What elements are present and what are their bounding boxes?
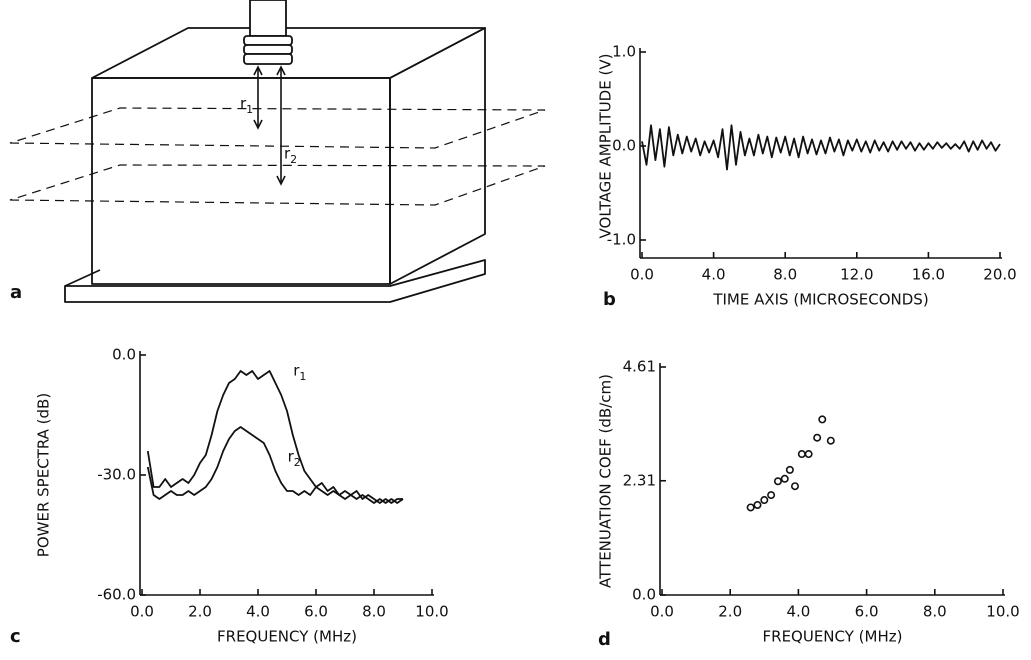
arrow-head <box>276 65 286 76</box>
data-point <box>797 450 806 459</box>
y-axis-title: VOLTAGE AMPLITUDE (V) <box>597 54 615 239</box>
data-point <box>773 477 782 486</box>
x-tick-label: 6.0 <box>855 603 879 621</box>
plane-lower <box>9 164 546 206</box>
data-line <box>146 426 404 504</box>
data-point <box>767 491 776 500</box>
y-tick-label: -1.0 <box>607 231 636 249</box>
x-axis-title: FREQUENCY (MHz) <box>763 628 903 646</box>
y-tick-label: 0.0 <box>632 586 656 604</box>
data-point <box>790 482 799 491</box>
base-plate-edge <box>64 269 101 287</box>
y-tick-label: 2.31 <box>623 471 656 489</box>
x-tick-label: 0.0 <box>130 603 154 621</box>
data-point <box>746 503 755 512</box>
transducer-ring <box>243 53 293 65</box>
transducer-ring <box>243 44 293 55</box>
series-label: r1 <box>293 362 306 384</box>
arrow-head <box>276 175 286 186</box>
data-point <box>818 415 827 424</box>
panel-label: d <box>598 629 611 650</box>
base-plate <box>64 259 486 303</box>
y-axis-title: POWER SPECTRA (dB) <box>35 393 53 557</box>
panel-label: b <box>603 289 616 310</box>
box-front <box>91 77 391 285</box>
arrow-head <box>253 65 263 76</box>
transducer-body <box>249 0 287 37</box>
series-label: r2 <box>288 448 301 470</box>
data-point <box>780 474 789 483</box>
arrow-label: r2 <box>284 145 297 167</box>
panel-label: c <box>10 626 21 647</box>
transducer-ring <box>243 35 293 46</box>
data-line <box>146 370 403 504</box>
plane-upper <box>9 107 546 149</box>
x-tick-label: 10.0 <box>415 603 448 621</box>
x-tick-label: 0.0 <box>650 603 674 621</box>
data-point <box>760 496 769 505</box>
arrow-head <box>253 119 263 130</box>
x-tick-label: 20.0 <box>983 266 1016 284</box>
data-point <box>826 436 835 445</box>
y-tick-label: -60.0 <box>97 586 136 604</box>
data-point <box>785 465 794 474</box>
x-axis-title: TIME AXIS (MICROSECONDS) <box>712 291 928 309</box>
data-line <box>641 124 1001 171</box>
data-point <box>804 450 813 459</box>
x-tick-label: 8.0 <box>362 603 386 621</box>
x-tick-label: 2.0 <box>718 603 742 621</box>
data-point <box>753 500 762 509</box>
data-point <box>813 433 822 442</box>
y-tick-label: -30.0 <box>97 466 136 484</box>
x-tick-label: 12.0 <box>840 266 873 284</box>
x-tick-label: 4.0 <box>702 266 726 284</box>
y-tick-label: 0.0 <box>112 346 136 364</box>
panel-label: a <box>10 282 22 303</box>
x-tick-label: 8.0 <box>923 603 947 621</box>
x-tick-label: 2.0 <box>188 603 212 621</box>
box-side <box>389 27 486 285</box>
y-tick-label: 4.61 <box>623 358 656 376</box>
x-tick-label: 6.0 <box>304 603 328 621</box>
y-axis-title: ATTENUATION COEF (dB/cm) <box>597 374 615 588</box>
diagram: r1 r2 a <box>9 0 546 303</box>
y-tick-label: 1.0 <box>612 43 636 61</box>
x-tick-label: 16.0 <box>912 266 945 284</box>
x-axis-title: FREQUENCY (MHz) <box>217 628 357 646</box>
x-tick-label: 4.0 <box>786 603 810 621</box>
x-tick-label: 8.0 <box>773 266 797 284</box>
x-tick-label: 4.0 <box>246 603 270 621</box>
x-tick-label: 10.0 <box>986 603 1019 621</box>
x-tick-label: 0.0 <box>630 266 654 284</box>
arrow-label: r1 <box>240 95 253 117</box>
y-tick-label: 0.0 <box>612 137 636 155</box>
